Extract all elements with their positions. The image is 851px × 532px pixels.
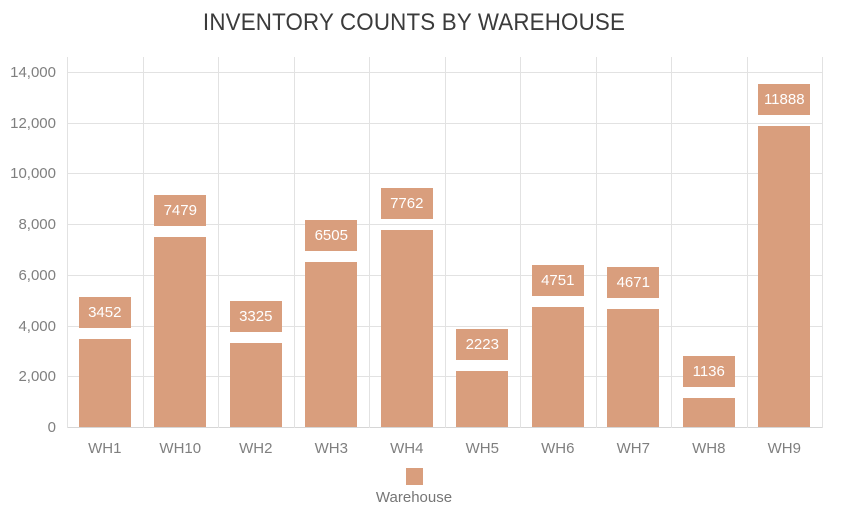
- legend: Warehouse: [0, 468, 828, 506]
- v-gridline: [218, 57, 219, 428]
- v-gridline: [142, 57, 144, 428]
- bar-WH1: [78, 339, 131, 427]
- v-gridline: [369, 57, 370, 428]
- bar-WH7: [607, 308, 660, 427]
- chart-title: INVENTORY COUNTS BY WAREHOUSE: [202, 9, 626, 36]
- v-gridline: [746, 57, 748, 428]
- v-gridline: [671, 57, 672, 428]
- y-tick-label: 4,000: [18, 317, 56, 335]
- x-tick-label-WH1: WH1: [88, 440, 122, 457]
- bar-WH6: [531, 306, 584, 427]
- bar-WH4: [380, 230, 433, 427]
- y-tick-label: 10,000: [10, 165, 56, 183]
- x-tick-label-WH4: WH4: [390, 440, 424, 457]
- x-tick-label-WH9: WH9: [767, 440, 801, 457]
- v-gridline: [67, 57, 68, 428]
- bar-WH8: [682, 398, 735, 427]
- legend-swatch: [405, 468, 423, 485]
- y-tick-label: 2,000: [18, 368, 56, 386]
- value-label-WH1: 3452: [78, 297, 131, 329]
- v-gridline: [293, 57, 295, 428]
- value-label-WH2: 3325: [229, 300, 282, 332]
- x-tick-label-WH3: WH3: [314, 440, 348, 457]
- bar-WH9: [758, 125, 811, 427]
- y-axis-labels: 0 2,000 4,000 6,000 8,000 10,000 12,000 14,000: [0, 57, 56, 436]
- y-tick-label: 8,000: [18, 216, 56, 234]
- y-tick-label: 6,000: [18, 266, 56, 284]
- value-label-WH7: 4671: [607, 266, 660, 298]
- v-gridline: [595, 57, 597, 428]
- y-tick-label: 12,000: [10, 114, 56, 132]
- x-tick-label-WH7: WH7: [616, 440, 650, 457]
- value-label-WH6: 4751: [531, 264, 584, 296]
- value-label-WH4: 7762: [380, 188, 433, 220]
- x-tick-label-WH6: WH6: [541, 440, 575, 457]
- value-label-WH9: 11888: [758, 83, 811, 115]
- v-gridline: [444, 57, 446, 428]
- y-tick-label: 0: [47, 419, 56, 436]
- x-tick-label-WH5: WH5: [465, 440, 499, 457]
- v-gridline: [520, 57, 521, 428]
- bar-WH3: [305, 262, 358, 427]
- value-label-WH8: 1136: [682, 356, 735, 388]
- plot-area: 3452 7479 3325 6505 7762 2223 4751 4671 1136 1188…: [67, 57, 823, 428]
- bar-WH10: [154, 237, 207, 427]
- x-tick-label-WH2: WH2: [239, 440, 273, 457]
- bar-WH5: [456, 370, 509, 427]
- v-gridline: [822, 57, 823, 428]
- x-axis-labels: WH1 WH10 WH2 WH3 WH4 WH5 WH6 WH7 WH8 WH9: [67, 440, 822, 460]
- x-tick-label-WH10: WH10: [159, 440, 202, 457]
- value-label-WH3: 6505: [305, 220, 358, 252]
- y-tick-label: 14,000: [10, 64, 56, 81]
- x-tick-label-WH8: WH8: [692, 440, 726, 457]
- legend-label: Warehouse: [375, 489, 453, 506]
- value-label-WH10: 7479: [154, 195, 207, 227]
- bar-WH2: [229, 342, 282, 427]
- value-label-WH5: 2223: [456, 328, 509, 360]
